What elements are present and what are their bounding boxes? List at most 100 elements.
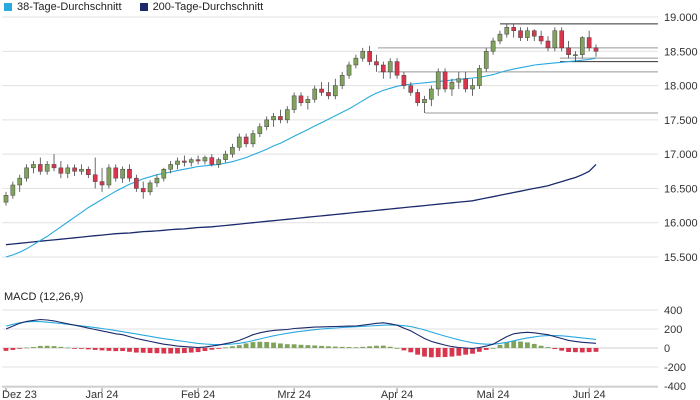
price-gridlines (2, 16, 658, 258)
candle-body (31, 164, 36, 169)
macd-hist-bar (133, 348, 139, 353)
macd-hist-bar (236, 345, 242, 348)
macd-hist-bar (559, 348, 565, 351)
macd-hist-bar (58, 346, 64, 348)
candle-body (182, 160, 187, 163)
x-axis-label: Jun 24 (573, 389, 606, 400)
candle-body (353, 57, 359, 66)
macd-hist-bar (298, 344, 304, 348)
candle-body (92, 174, 98, 182)
legend-item-ma38[interactable]: 38-Tage-Durchschnitt (4, 1, 122, 13)
macd-hist-bar (346, 347, 352, 348)
macd-hist-bar (360, 346, 366, 348)
candle-body (44, 164, 50, 172)
macd-hist-bar (545, 347, 551, 348)
price-y-axis: 15.500 16.000 16.500 17.000 17.500 18.000 18.5… (664, 12, 698, 264)
macd-hist-bar (319, 345, 324, 348)
candle-body (154, 177, 160, 184)
legend-item-ma200[interactable]: 200-Tage-Durchschnitt (139, 1, 263, 13)
candle-body (326, 92, 331, 97)
macd-hist-bar (243, 343, 249, 348)
macd-hist-bar (147, 348, 153, 354)
macd-hist-bar (483, 348, 489, 350)
macd-hist-bar (579, 348, 585, 353)
candle-body (566, 47, 571, 55)
macd-hist-bar (497, 344, 503, 348)
candle-body (374, 61, 379, 66)
macd-hist-bar (17, 348, 23, 349)
price-y-tick: 18.500 (664, 46, 698, 58)
candle-body (490, 40, 496, 52)
price-candles[interactable] (3, 23, 599, 206)
candle-body (483, 51, 489, 69)
ma200-line (5, 163, 597, 246)
candle-body (175, 160, 180, 165)
macd-hist-bar (332, 346, 338, 348)
candle-body (250, 133, 256, 145)
macd-hist-bar (223, 347, 228, 349)
macd-hist-bar (99, 348, 105, 351)
candle-body (339, 75, 345, 86)
candle-body (24, 167, 29, 179)
macd-hist-bar (470, 348, 475, 354)
macd-hist-bar (284, 344, 290, 348)
candle-body (394, 61, 400, 76)
candle-body (449, 81, 455, 90)
macd-hist-bar (518, 341, 523, 348)
candle-body (264, 119, 270, 127)
macd-hist-bar (312, 345, 318, 348)
macd-y-tick: 400 (664, 305, 682, 317)
candle-body (236, 136, 242, 148)
macd-hist-bar (511, 340, 517, 348)
macd-hist-bar (566, 348, 571, 352)
candle-body (168, 164, 173, 170)
candle-body (422, 99, 427, 103)
macd-hist-bar (72, 348, 78, 349)
x-axis-label: Mrz 24 (277, 389, 311, 400)
candle-body (346, 64, 352, 76)
macd-hist-bar (250, 342, 256, 348)
price-y-tick: 17.000 (664, 149, 698, 161)
candle-body (216, 159, 221, 165)
macd-hist-bar (181, 348, 187, 354)
price-levels (378, 23, 658, 114)
macd-hist-bar (65, 347, 71, 349)
candle-body (120, 168, 125, 179)
candle-body (442, 71, 448, 90)
candle-body (284, 109, 290, 121)
candle-body (312, 88, 318, 100)
macd-hist-bar (92, 348, 98, 350)
macd-hist-bar (401, 348, 407, 351)
macd-hist-bar (380, 345, 386, 348)
macd-hist-bar (44, 345, 50, 348)
candle-body (65, 167, 71, 174)
macd-hist-bar (538, 345, 544, 348)
candle-body (332, 85, 338, 97)
legend-label-ma38: 38-Tage-Durchschnitt (17, 1, 122, 13)
legend-swatch-ma38 (4, 3, 12, 11)
candle-body (58, 167, 64, 174)
candle-body (463, 78, 468, 90)
candle-body (147, 182, 153, 193)
candle-body (72, 167, 77, 172)
macd-hist-bar (305, 345, 311, 348)
x-axis-label: Jan 24 (86, 389, 119, 400)
macd-hist-bar (463, 348, 469, 355)
macd-hist-bar (257, 341, 263, 348)
candle-body (3, 195, 9, 203)
chart-legend: 38-Tage-Durchschnitt 200-Tage-Durchschni… (4, 1, 263, 13)
macd-hist-bar (593, 348, 599, 352)
x-axis-label: Apr 24 (381, 389, 413, 400)
macd-hist-bar (456, 348, 462, 356)
macd-y-tick: 0 (664, 343, 670, 355)
macd-hist-bar (85, 348, 91, 350)
legend-swatch-ma200 (139, 3, 148, 11)
candle-body (415, 92, 420, 103)
candle-body (291, 95, 297, 110)
price-y-tick: 18.000 (664, 81, 698, 93)
macd-hist-bar (435, 348, 441, 358)
candle-body (545, 40, 551, 49)
macd-hist-bar (209, 348, 215, 350)
candle-body (223, 153, 228, 160)
candle-body (470, 85, 475, 90)
